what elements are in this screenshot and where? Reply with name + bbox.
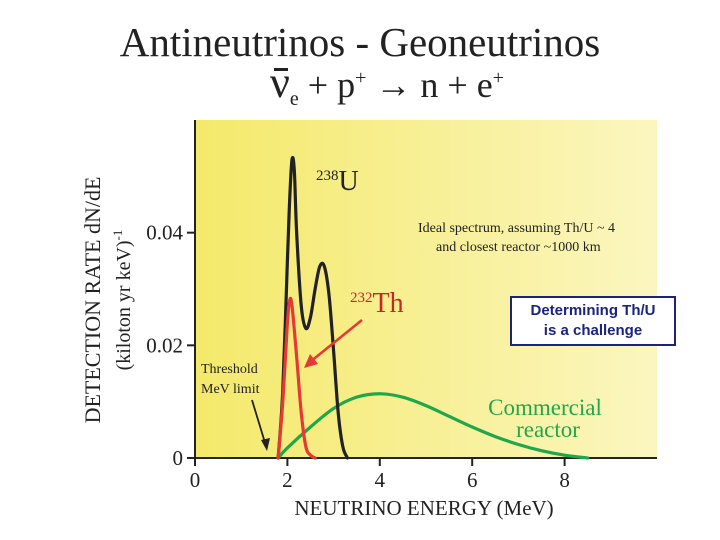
u-spectrum-line xyxy=(276,155,350,460)
x-tick-label: 8 xyxy=(559,468,570,492)
axis-ticks: 0 2 4 6 8 0 0.02 0.04 xyxy=(146,221,570,492)
eq-plus-proton: + p xyxy=(298,65,356,105)
y-axis-label-line2: (kiloton yr keV)-1 xyxy=(110,230,135,371)
reactor-label-line1: Commercial xyxy=(488,395,602,420)
x-tick-label: 0 xyxy=(190,468,201,492)
antineutrino-symbol: ν xyxy=(270,58,290,107)
eq-arrow-products: → n + e xyxy=(366,65,493,105)
nu-subscript: e xyxy=(289,88,299,111)
u-series-label: 238U xyxy=(316,166,359,197)
ideal-spectrum-note-line1: Ideal spectrum, assuming Th/U ~ 4 xyxy=(418,221,615,236)
callout-line1: Determining Th/U xyxy=(530,302,656,319)
reaction-equation: νe + p+ → n + e+ xyxy=(270,58,504,111)
x-tick-label: 2 xyxy=(282,468,293,492)
th-arrowhead xyxy=(304,354,318,368)
positron-charge: + xyxy=(492,67,504,89)
reactor-label-line2: reactor xyxy=(516,417,580,442)
challenge-callout: Determining Th/U is a challenge xyxy=(510,296,676,346)
y-tick-label: 0.02 xyxy=(146,333,183,357)
x-axis-label: NEUTRINO ENERGY (MeV) xyxy=(294,496,553,520)
threshold-note-line2: MeV limit xyxy=(201,382,260,397)
th-spectrum-line xyxy=(276,296,317,460)
threshold-arrowhead xyxy=(261,438,270,451)
th-label-sup: 232 xyxy=(350,290,373,306)
y-tick-label: 0.04 xyxy=(146,221,183,245)
proton-charge: + xyxy=(355,67,367,89)
data-series xyxy=(276,155,590,460)
x-tick-label: 6 xyxy=(467,468,478,492)
y-tick-label: 0 xyxy=(173,446,184,470)
u-label-sup: 238 xyxy=(316,168,339,184)
slide-title: Antineutrinos - Geoneutrinos xyxy=(119,19,601,65)
y-axis-label-line1: DETECTION RATE dN/dE xyxy=(80,177,105,424)
th-series-label: 232Th xyxy=(350,288,404,319)
th-label-text: Th xyxy=(373,288,404,319)
y-axis-label-units: (kiloton yr keV) xyxy=(113,240,135,370)
y-axis-label-exponent: -1 xyxy=(110,230,125,241)
callout-line2: is a challenge xyxy=(543,322,643,339)
reactor-spectrum-line xyxy=(276,392,590,460)
threshold-arrow xyxy=(251,399,267,447)
x-tick-label: 4 xyxy=(375,468,386,492)
ideal-spectrum-note-line2: and closest reactor ~1000 km xyxy=(436,240,601,255)
threshold-note-line1: Threshold xyxy=(201,362,258,377)
plot-background xyxy=(195,120,657,458)
th-arrow xyxy=(309,319,363,363)
u-label-text: U xyxy=(339,166,359,197)
